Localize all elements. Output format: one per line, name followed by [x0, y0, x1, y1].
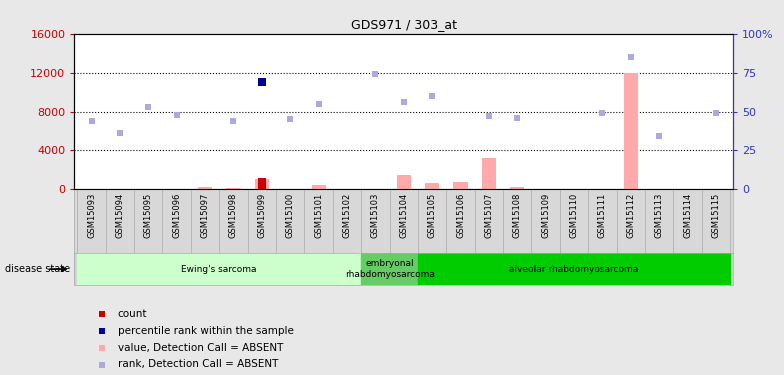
Bar: [425, 183, 439, 189]
Bar: [78, 253, 361, 285]
Bar: [361, 253, 418, 285]
Bar: [482, 158, 496, 189]
Text: GSM15098: GSM15098: [229, 193, 238, 238]
Text: GSM15102: GSM15102: [343, 193, 351, 238]
Text: disease state: disease state: [5, 264, 71, 274]
Text: alveolar rhabdomyosarcoma: alveolar rhabdomyosarcoma: [510, 265, 639, 273]
Bar: [397, 175, 411, 189]
Text: value, Detection Call = ABSENT: value, Detection Call = ABSENT: [118, 343, 283, 352]
Bar: [74, 189, 733, 253]
Text: GSM15112: GSM15112: [626, 193, 635, 238]
Text: GSM15110: GSM15110: [570, 193, 579, 238]
Text: GSM15100: GSM15100: [285, 193, 295, 238]
Bar: [453, 182, 467, 189]
Text: GSM15109: GSM15109: [541, 193, 550, 238]
Text: Ewing's sarcoma: Ewing's sarcoma: [182, 265, 257, 273]
Text: GSM15104: GSM15104: [399, 193, 408, 238]
Text: GSM15105: GSM15105: [427, 193, 437, 238]
Bar: [510, 188, 524, 189]
Text: GSM15097: GSM15097: [201, 193, 209, 238]
Text: GSM15095: GSM15095: [143, 193, 153, 238]
Text: GSM15094: GSM15094: [115, 193, 125, 238]
Text: GSM15103: GSM15103: [371, 193, 380, 238]
Text: GSM15099: GSM15099: [257, 193, 267, 238]
Text: GSM15108: GSM15108: [513, 193, 522, 238]
Bar: [624, 73, 638, 189]
Text: GSM15113: GSM15113: [655, 193, 664, 238]
Text: GSM15101: GSM15101: [314, 193, 323, 238]
Text: rank, Detection Call = ABSENT: rank, Detection Call = ABSENT: [118, 360, 278, 369]
Bar: [311, 184, 325, 189]
Bar: [198, 188, 212, 189]
Text: GSM15106: GSM15106: [456, 193, 465, 238]
Text: GSM15107: GSM15107: [485, 193, 493, 238]
Bar: [227, 188, 241, 189]
Bar: [258, 178, 266, 189]
Bar: [255, 178, 269, 189]
Text: GSM15093: GSM15093: [87, 193, 96, 238]
Text: embryonal
rhabdomyosarcoma: embryonal rhabdomyosarcoma: [345, 260, 434, 279]
Text: percentile rank within the sample: percentile rank within the sample: [118, 326, 293, 336]
Text: GSM15096: GSM15096: [172, 193, 181, 238]
Text: GSM15115: GSM15115: [712, 193, 720, 238]
Title: GDS971 / 303_at: GDS971 / 303_at: [350, 18, 457, 31]
Text: count: count: [118, 309, 147, 319]
Bar: [418, 253, 730, 285]
Text: GSM15111: GSM15111: [598, 193, 607, 238]
Text: GSM15114: GSM15114: [683, 193, 692, 238]
